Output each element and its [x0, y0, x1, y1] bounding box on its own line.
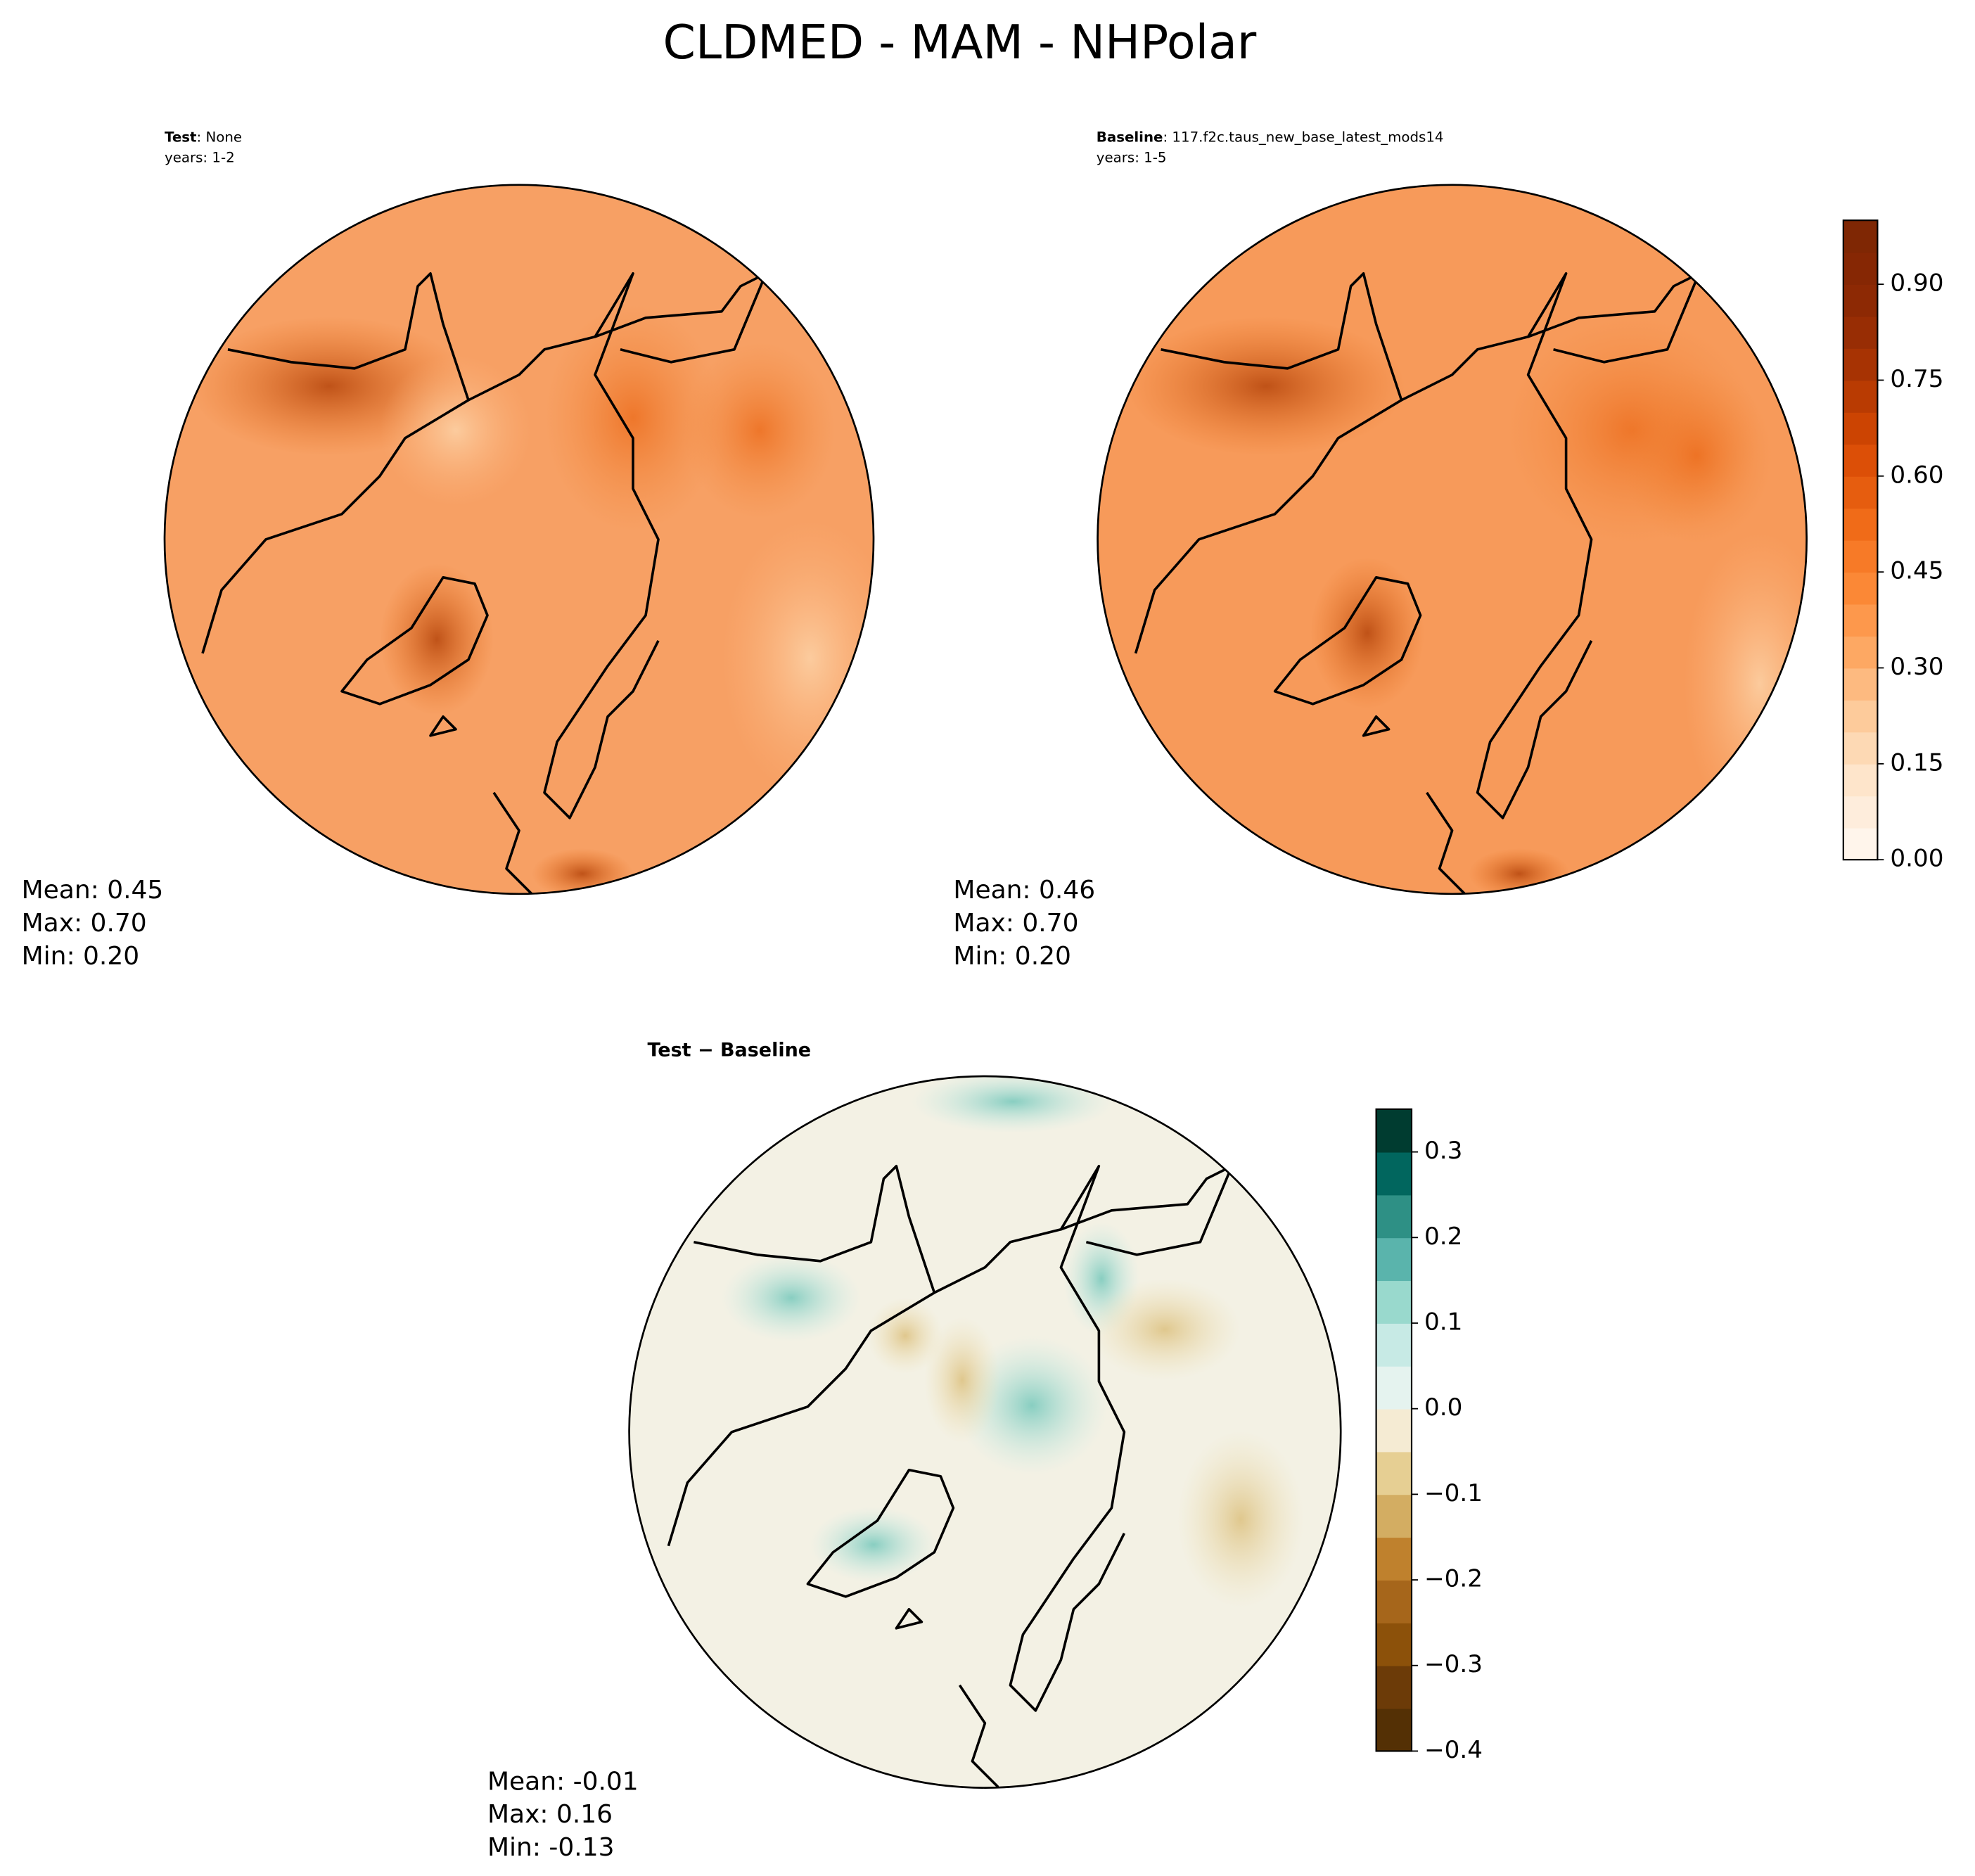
stat: Max: 0.16: [487, 1800, 613, 1829]
panel-baseline: Baseline: 117.f2c.taus_new_base_latest_m…: [953, 129, 1808, 971]
colorbar-tick-label: −0.3: [1424, 1650, 1483, 1678]
stat: Mean: -0.01: [487, 1767, 639, 1796]
colorbar-level: [1376, 1708, 1412, 1752]
colorbar-frame: [1842, 219, 1879, 861]
colorbar-tick-label: 0.15: [1890, 748, 1943, 777]
colorbar-tick-label: 0.2: [1424, 1223, 1462, 1251]
map-field: [1097, 184, 1807, 894]
panel-run: : 117.f2c.taus_new_base_latest_mods14: [1163, 129, 1443, 146]
stat: Min: 0.20: [953, 942, 1071, 971]
map-field: [165, 184, 874, 894]
stat: Mean: 0.46: [953, 876, 1095, 905]
colorbar-level: [1843, 411, 1878, 445]
colorbar-tick-label: 0.60: [1890, 461, 1943, 489]
colorbar-level: [1376, 1151, 1412, 1196]
colorbar-level: [1376, 1109, 1412, 1153]
panel-years: years: 1-2: [165, 149, 235, 165]
colorbar-tick-label: −0.1: [1424, 1479, 1483, 1507]
colorbar-level: [1843, 668, 1878, 701]
panel-test: Test: None years: 1-2 Mean: 0.45 Max: 0.…: [22, 129, 875, 971]
colorbar-level: [1843, 316, 1878, 349]
colorbar-level: [1843, 699, 1878, 733]
panel-header: Baseline: 117.f2c.taus_new_base_latest_m…: [1097, 129, 1444, 146]
colorbar-level: [1843, 347, 1878, 381]
colorbar-level: [1376, 1494, 1412, 1538]
colorbar-level: [1376, 1622, 1412, 1666]
colorbar-level: [1843, 732, 1878, 765]
colorbar-level: [1376, 1365, 1412, 1410]
colorbar-level: [1843, 444, 1878, 477]
colorbar-level: [1376, 1580, 1412, 1623]
panel-difference: Test − Baseline Mean: -0.01 Max: 0.16 Mi…: [487, 1039, 1342, 1862]
stats: Mean: 0.45 Max: 0.70 Min: 0.20: [22, 876, 164, 971]
panel-tag: Test: [165, 129, 197, 146]
map-boundary: [1097, 184, 1808, 895]
colorbar-level: [1843, 636, 1878, 669]
colorbar-tick-label: −0.2: [1424, 1565, 1483, 1593]
colorbar-level: [1376, 1280, 1412, 1324]
colorbar-tick-label: 0.90: [1890, 269, 1943, 298]
colorbar-level: [1376, 1322, 1412, 1367]
colorbar-tick-label: 0.75: [1890, 365, 1943, 393]
colorbar-tick-label: 0.3: [1424, 1137, 1462, 1165]
map-field: [629, 1076, 1341, 1788]
colorbar-level: [1376, 1408, 1412, 1453]
stat: Mean: 0.45: [22, 876, 164, 905]
colorbar-level: [1843, 508, 1878, 541]
map-boundary: [628, 1075, 1342, 1789]
colorbar-tick-label: 0.00: [1890, 845, 1943, 873]
stat: Max: 0.70: [953, 909, 1078, 938]
panel-run: : None: [197, 129, 243, 146]
colorbar-level: [1843, 476, 1878, 509]
colorbar-level: [1376, 1665, 1412, 1709]
colorbar-tick-label: −0.4: [1424, 1736, 1483, 1764]
panel-years: years: 1-5: [1097, 149, 1167, 165]
stat: Min: 0.20: [22, 942, 140, 971]
colorbar-level: [1376, 1194, 1412, 1239]
colorbar-level: [1376, 1237, 1412, 1282]
colorbar-tick-label: 0.30: [1890, 653, 1943, 681]
stats: Mean: 0.46 Max: 0.70 Min: 0.20: [953, 876, 1095, 971]
stats: Mean: -0.01 Max: 0.16 Min: -0.13: [487, 1767, 639, 1862]
colorbar-tick-label: 0.0: [1424, 1393, 1462, 1422]
colorbar-level: [1376, 1537, 1412, 1581]
panel-header: Test: None: [165, 129, 242, 146]
map-boundary: [163, 184, 875, 895]
colorbar-level: [1843, 763, 1878, 797]
colorbar-tick-label: 0.45: [1890, 557, 1943, 585]
figure-title: CLDMED - MAM - NHPolar: [663, 15, 1256, 70]
panel-tag: Test − Baseline: [647, 1039, 811, 1061]
stat: Max: 0.70: [22, 909, 147, 938]
colorbar-level: [1376, 1451, 1412, 1495]
colorbar-level: [1843, 284, 1878, 317]
colorbar-level: [1843, 540, 1878, 573]
stat: Min: -0.13: [487, 1833, 615, 1862]
colorbar-level: [1843, 827, 1878, 861]
colorbar-frame: [1375, 1108, 1413, 1752]
colorbar-tick-label: 0.1: [1424, 1308, 1462, 1336]
colorbar-level: [1843, 380, 1878, 413]
colorbar-level: [1843, 220, 1878, 253]
panel-tag: Baseline: [1097, 129, 1163, 146]
colorbar-level: [1843, 796, 1878, 829]
colorbar-level: [1843, 604, 1878, 637]
colorbar-level: [1843, 252, 1878, 285]
colorbar-level: [1843, 572, 1878, 605]
